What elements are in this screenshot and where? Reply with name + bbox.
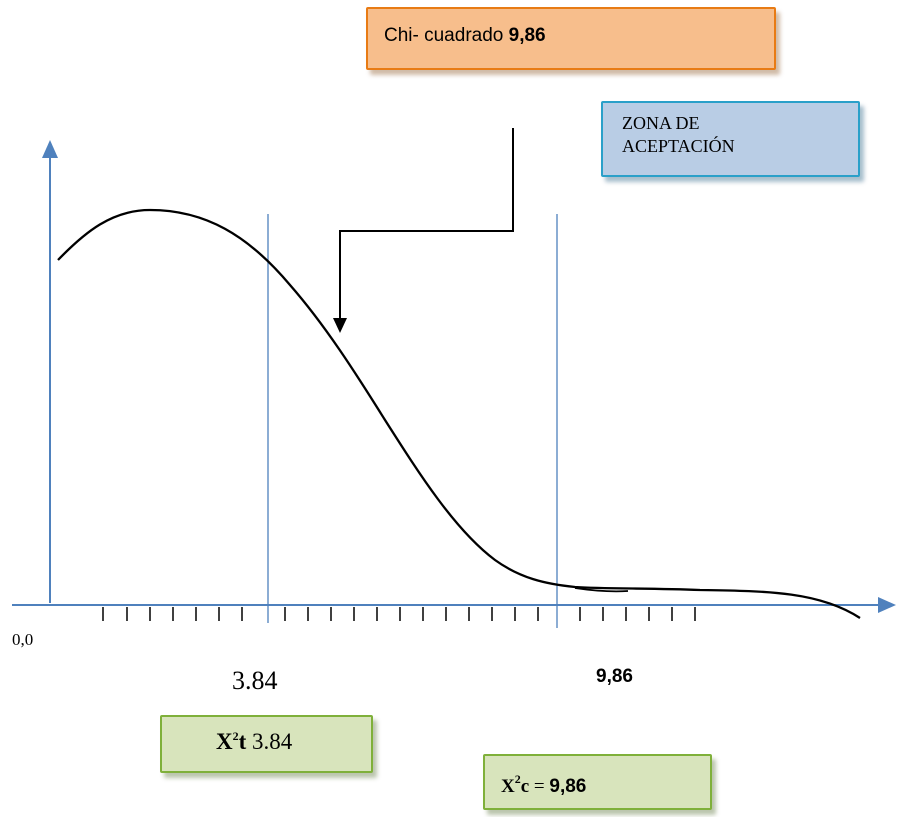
- x-axis-ticks: [102, 607, 696, 621]
- x2c-subscript: c: [520, 776, 530, 797]
- zone-line-2: ACEPTACIÓN: [622, 136, 735, 156]
- chi-square-value: 9,86: [508, 25, 546, 46]
- pointer-arrowhead: [333, 318, 347, 333]
- x2t-subscript: t: [238, 729, 247, 754]
- acceptance-zone-callout: ZONA DE ACEPTACIÓN: [601, 101, 860, 177]
- distribution-curve: [57, 208, 861, 619]
- x2c-superscript: 2: [514, 772, 521, 786]
- x2c-equals: =: [533, 776, 545, 797]
- x2t-superscript: 2: [232, 729, 239, 743]
- pointer-arrow: [339, 128, 514, 322]
- curve-short-end: [574, 587, 629, 593]
- x2c-symbol: X: [501, 776, 515, 797]
- critical-value-label: 3.84: [232, 666, 278, 695]
- x2c-value: 9,86: [549, 776, 587, 797]
- x2-table-callout: X2t 3.84: [160, 715, 373, 773]
- chi-square-label: Chi- cuadrado: [384, 25, 504, 46]
- chi-square-callout: Chi- cuadrado 9,86: [366, 7, 776, 70]
- x2t-symbol: X: [216, 729, 233, 754]
- x2-calculated-callout: X2c = 9,86: [483, 754, 712, 810]
- x-axis-arrowhead: [878, 597, 896, 613]
- zone-line-1: ZONA DE: [622, 113, 700, 133]
- y-axis-arrowhead: [42, 140, 58, 158]
- origin-label: 0,0: [12, 630, 34, 649]
- x2t-value: 3.84: [252, 729, 293, 754]
- calculated-value-label: 9,86: [596, 666, 633, 687]
